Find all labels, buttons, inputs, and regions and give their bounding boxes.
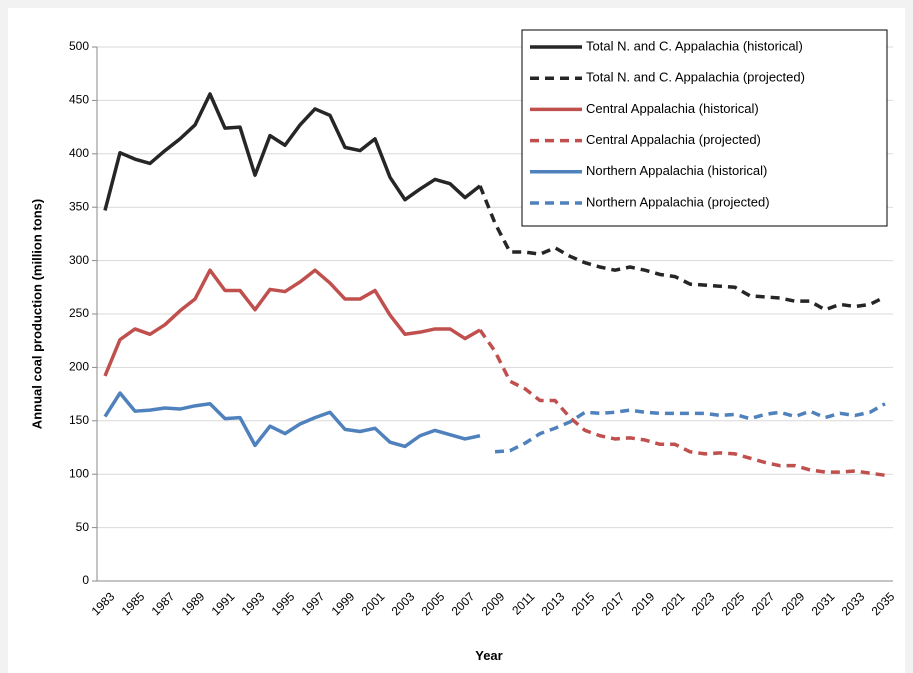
y-tick-label: 200	[69, 360, 89, 374]
series-line	[103, 391, 481, 449]
y-tick-label: 50	[76, 520, 90, 534]
series-line	[478, 329, 886, 478]
x-axis-label: Year	[475, 648, 502, 663]
series-line	[103, 268, 481, 377]
legend-label: Northern Appalachia (projected)	[586, 194, 770, 209]
legend-label: Central Appalachia (projected)	[586, 132, 761, 147]
y-tick-label: 300	[69, 253, 89, 267]
y-tick-label: 450	[69, 93, 89, 107]
y-tick-label: 350	[69, 199, 89, 213]
legend-label: Total N. and C. Appalachia (historical)	[586, 38, 803, 53]
y-tick-label: 250	[69, 306, 89, 320]
legend-box	[521, 29, 888, 227]
legend-label: Northern Appalachia (historical)	[586, 163, 767, 178]
legend-label: Central Appalachia (historical)	[586, 101, 759, 116]
series-line	[478, 185, 886, 312]
y-tick-label: 100	[69, 466, 89, 480]
legend: Total N. and C. Appalachia (historical) T…	[521, 29, 888, 227]
y-tick-label: 400	[69, 146, 89, 160]
series-line	[103, 92, 482, 211]
legend-label: Total N. and C. Appalachia (projected)	[586, 70, 805, 85]
y-tick-label: 500	[69, 39, 89, 53]
y-tick-label: 150	[69, 413, 89, 427]
y-tick-label: 0	[82, 573, 89, 587]
y-axis-label: Annual coal production (million tons)	[29, 199, 44, 429]
